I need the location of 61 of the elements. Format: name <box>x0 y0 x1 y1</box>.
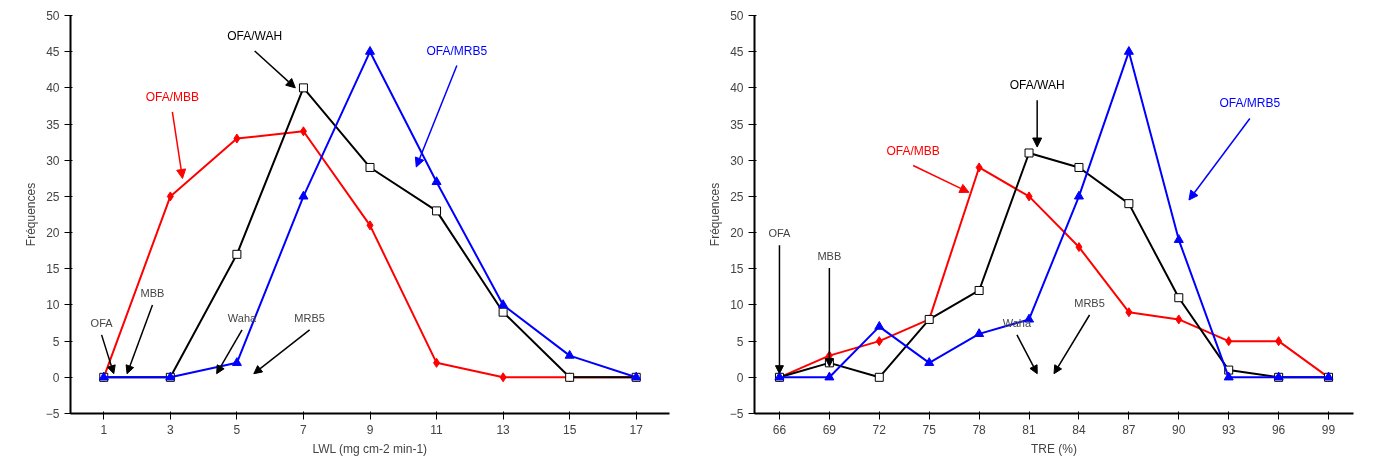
x-tick-label: 9 <box>366 422 374 437</box>
y-tick-label: 25 <box>730 189 744 204</box>
text: OFA/MRB5 <box>426 43 488 58</box>
x-tick-label: 87 <box>1122 422 1136 437</box>
x-tick-label: 13 <box>496 422 511 437</box>
y-tick-label: −5 <box>729 407 744 421</box>
y-axis-title: Fréquences <box>707 182 722 247</box>
y-tick-label: 15 <box>730 262 744 277</box>
y-tick-label: 35 <box>46 117 60 132</box>
y-tick-label: 20 <box>730 226 744 241</box>
y-tick-label: −5 <box>45 407 60 421</box>
text: OFA/MRB5 <box>1219 96 1281 111</box>
x-tick-label: 66 <box>772 422 787 437</box>
annotation: MRB5 <box>294 311 325 324</box>
x-tick-label: 69 <box>822 422 837 437</box>
text: OFA/WAH <box>1009 78 1065 93</box>
annotation: MBB <box>817 249 842 262</box>
y-tick-label: 50 <box>730 9 744 23</box>
text: OFA/WAH <box>227 29 283 44</box>
y-tick-label: 25 <box>46 189 60 204</box>
y-tick-label: 45 <box>730 45 744 60</box>
x-tick-label: 72 <box>872 422 887 437</box>
x-tick-label: 17 <box>629 422 644 437</box>
y-tick-label: 35 <box>730 117 744 132</box>
x-tick-label: 90 <box>1172 422 1186 437</box>
y-tick-label: 30 <box>730 153 744 168</box>
x-tick-label: 96 <box>1271 422 1286 437</box>
annotation: OFA <box>768 227 792 240</box>
text: OFA/MBB <box>145 89 200 104</box>
y-tick-label: 0 <box>52 370 60 385</box>
y-tick-label: 5 <box>736 334 744 349</box>
x-tick-label: 15 <box>562 422 577 437</box>
y-tick-label: 20 <box>46 226 60 241</box>
x-tick-label: 84 <box>1072 422 1086 437</box>
x-tick-label: 81 <box>1022 422 1037 437</box>
x-tick-label: 75 <box>922 422 937 437</box>
x-tick-label: 5 <box>233 422 241 437</box>
y-tick-label: 45 <box>46 45 60 60</box>
x-axis-title: LWL (mg cm-2 min-1) <box>312 441 428 456</box>
text: OFA/MBB <box>886 143 940 158</box>
x-tick-label: 1 <box>100 422 108 437</box>
y-tick-label: 40 <box>46 81 60 96</box>
x-tick-label: 78 <box>972 422 987 437</box>
y-axis-title: Fréquences <box>23 182 38 247</box>
x-tick-label: 93 <box>1222 422 1236 437</box>
annotation: OFA <box>90 316 114 329</box>
y-tick-label: 15 <box>46 262 60 277</box>
y-tick-label: 30 <box>46 153 60 168</box>
annotation: MRB5 <box>1074 297 1105 310</box>
x-tick-label: 7 <box>300 422 308 437</box>
y-tick-label: 0 <box>736 370 744 385</box>
x-tick-label: 11 <box>430 422 444 437</box>
y-tick-label: 10 <box>46 298 60 313</box>
x-axis-title: TRE (%) <box>1031 441 1077 456</box>
y-tick-label: 5 <box>52 334 60 349</box>
x-tick-label: 3 <box>167 422 174 437</box>
x-tick-label: 99 <box>1321 422 1336 437</box>
y-tick-label: 50 <box>46 9 60 23</box>
y-tick-label: 40 <box>730 81 744 96</box>
annotation: MBB <box>140 287 165 300</box>
y-tick-label: 10 <box>730 298 744 313</box>
